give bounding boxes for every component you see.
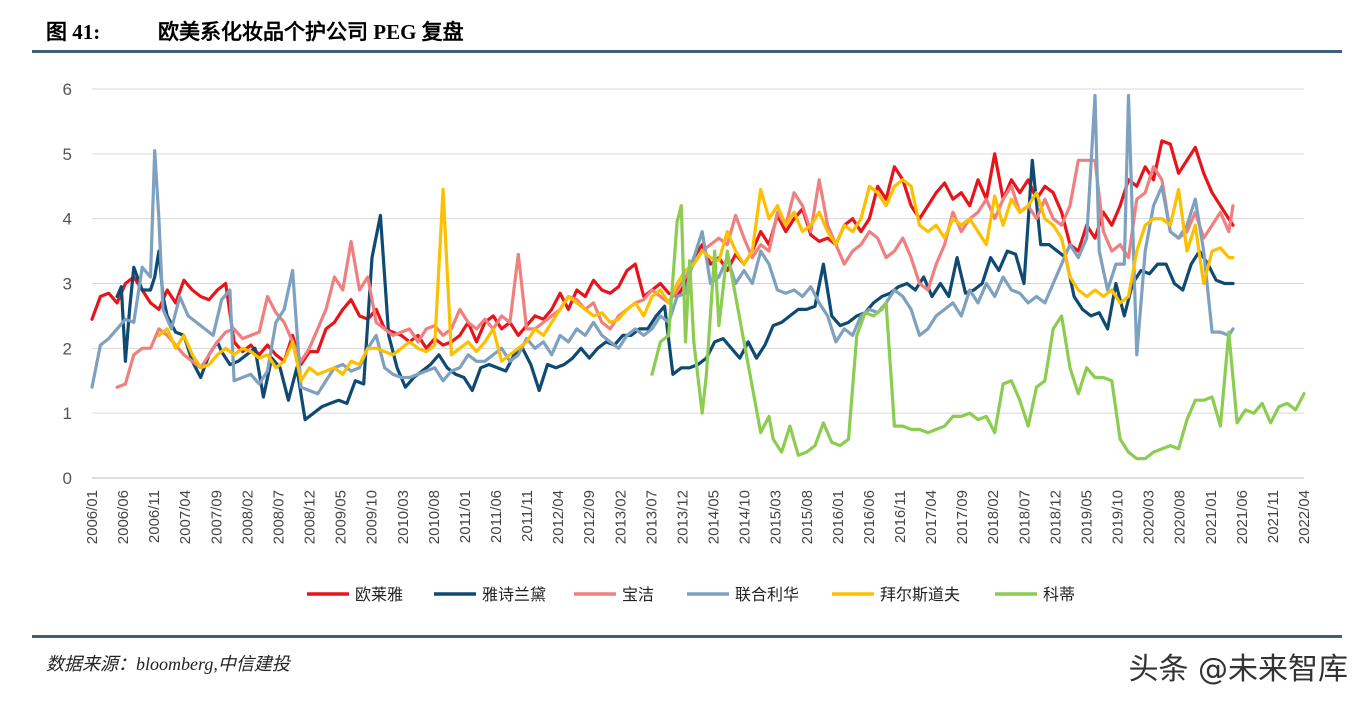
x-tick-label: 2011/11 [519,490,536,542]
figure-number: 图 41: [46,20,101,44]
x-tick-label: 2006/11 [146,490,163,543]
figure-title-text: 欧美系化妆品个护公司 PEG 复盘 [158,20,464,44]
x-tick-label: 2014/10 [737,490,754,544]
x-tick-label: 2015/08 [799,490,816,544]
data-source: 数据来源：bloomberg,中信建投 [46,654,290,674]
x-tick-label: 2009/10 [364,490,381,544]
x-tick-label: 2021/01 [1203,490,1220,544]
x-tick-label: 2011/06 [488,490,505,543]
x-tick-label: 2019/05 [1078,490,1095,544]
x-tick-label: 2007/04 [177,490,194,544]
x-tick-label: 2017/04 [923,490,940,544]
figure-title: 图 41: 欧美系化妆品个护公司 PEG 复盘 [46,16,464,46]
x-tick-label: 2016/01 [830,490,847,544]
x-tick-label: 2018/07 [1016,490,1033,544]
x-tick-label: 2011/01 [457,490,474,543]
legend-label-2: 宝洁 [622,585,654,604]
series-line-3 [90,93,1235,396]
x-tick-label: 2007/09 [208,490,225,544]
x-tick-label: 2016/11 [892,490,909,543]
x-tick-label: 2010/03 [395,490,412,544]
x-tick-label: 2013/12 [674,490,691,544]
series-line-2 [115,158,1235,389]
series-line-4 [157,178,1235,383]
x-tick-label: 2018/02 [985,490,1002,544]
x-tick-label: 2006/01 [84,490,101,544]
x-tick-label: 2021/11 [1265,490,1282,543]
y-tick-label: 6 [63,80,72,99]
x-tick-label: 2013/07 [643,490,660,544]
series-line-0 [90,139,1235,367]
x-tick-label: 2010/08 [426,490,443,544]
watermark: 头条 @未来智库 [1128,652,1348,687]
x-tick-label: 2006/06 [115,490,132,544]
x-tick-label: 2022/04 [1296,490,1313,544]
series-line-5 [650,204,1306,461]
x-tick-label: 2017/09 [954,490,971,544]
series-line-1 [115,158,1235,422]
x-tick-label: 2009/05 [333,490,350,544]
legend-label-5: 科蒂 [1043,585,1075,604]
x-tick-label: 2020/08 [1172,490,1189,544]
y-tick-label: 5 [63,145,72,164]
x-tick-label: 2008/02 [239,490,256,544]
bottom-rule [32,635,1342,638]
x-tick-label: 2020/03 [1141,490,1158,544]
legend-label-4: 拜尔斯道夫 [880,585,960,604]
y-tick-label: 4 [63,210,72,229]
x-tick-label: 2018/12 [1047,490,1064,544]
peg-line-chart: 0 1 2 3 4 5 6 2006/01 2006/06 2006/11 2007/04 2007/… [63,80,1313,604]
y-tick-label: 0 [63,469,72,488]
y-tick-label: 2 [63,339,72,358]
x-tick-label: 2021/06 [1234,490,1251,544]
x-tick-label: 2014/05 [706,490,723,544]
x-tick-label: 2015/03 [768,490,785,544]
x-tick-label: 2019/10 [1110,490,1127,544]
x-tick-label: 2008/12 [302,490,319,544]
legend-label-3: 联合利华 [735,585,799,604]
x-tick-label: 2013/02 [612,490,629,544]
x-tick-label: 2008/07 [270,490,287,544]
x-tick-label: 2012/04 [550,490,567,544]
legend-label-0: 欧莱雅 [355,585,403,604]
y-tick-label: 3 [63,275,72,294]
x-tick-label: 2016/06 [861,490,878,544]
x-tick-label: 2012/09 [581,490,598,544]
top-rule [32,50,1342,53]
y-tick-label: 1 [63,404,72,423]
legend-label-1: 雅诗兰黛 [482,585,546,604]
